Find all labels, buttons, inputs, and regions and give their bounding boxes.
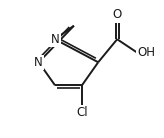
- Text: N: N: [34, 56, 43, 69]
- Text: N: N: [51, 33, 59, 46]
- Text: OH: OH: [137, 46, 155, 59]
- Text: O: O: [113, 8, 122, 21]
- Text: Cl: Cl: [76, 106, 88, 119]
